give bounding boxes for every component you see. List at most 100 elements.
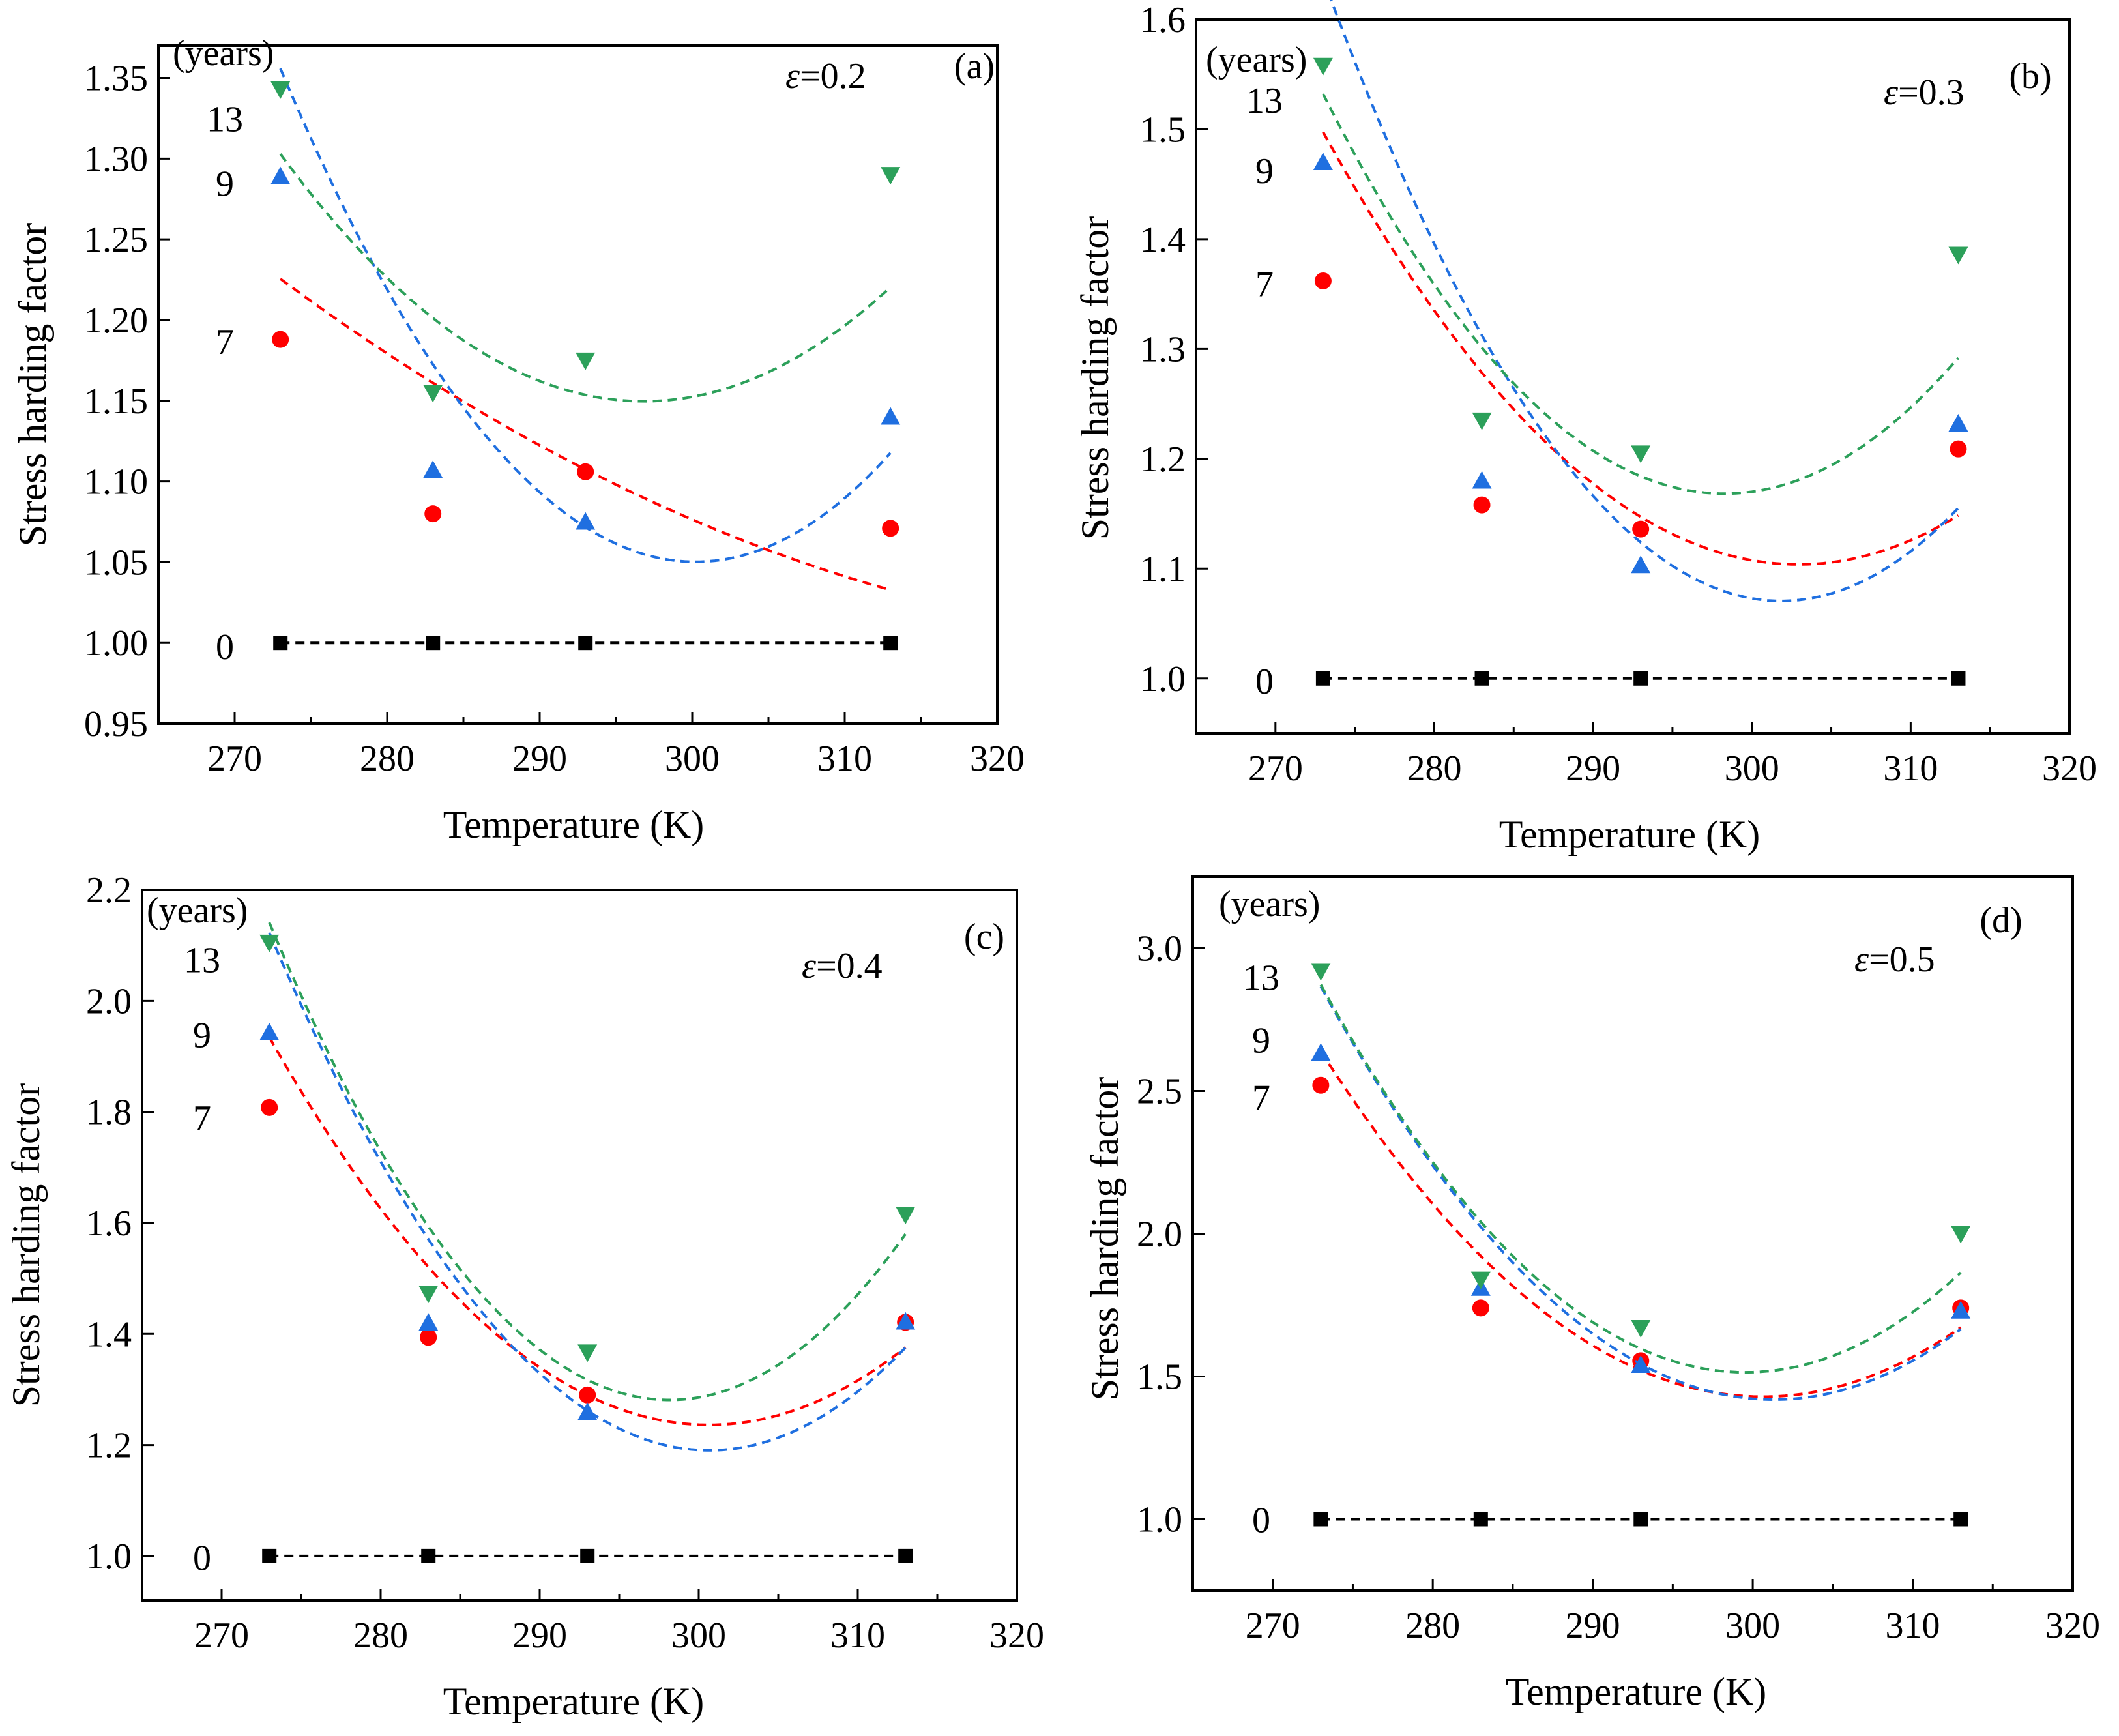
strain-symbol: ε xyxy=(1854,939,1869,980)
y-tick-label: 1.2 xyxy=(1140,439,1186,480)
data-point-13-2 xyxy=(577,1344,598,1362)
y-tick-label: 1.00 xyxy=(84,623,148,664)
series-label-7: 7 xyxy=(1255,264,1274,304)
x-tick-label: 270 xyxy=(207,739,262,779)
y-axis-title: Stress harding factor xyxy=(5,1083,48,1407)
data-point-9-2 xyxy=(577,1402,598,1420)
legend-title: (years) xyxy=(1206,40,1307,80)
x-tick-label: 300 xyxy=(671,1615,726,1656)
data-point-9-0 xyxy=(259,1022,280,1040)
legend-title: (years) xyxy=(1219,884,1320,924)
data-point-13-2 xyxy=(1631,445,1651,463)
strain-annotation: ε=0.5 xyxy=(1854,939,1935,980)
data-point-7-1 xyxy=(420,1329,437,1346)
data-point-0-3 xyxy=(1953,1512,1968,1527)
data-point-13-3 xyxy=(881,167,901,185)
fit-curve-7 xyxy=(1319,1050,1962,1398)
y-tick-label: 2.0 xyxy=(86,981,132,1022)
legend-title: (years) xyxy=(147,890,248,931)
y-tick-label: 1.4 xyxy=(1140,220,1186,260)
strain-value: =0.2 xyxy=(800,56,866,96)
series-label-7: 7 xyxy=(193,1098,211,1139)
data-point-7-0 xyxy=(1312,1076,1330,1094)
data-point-9-2 xyxy=(576,512,596,530)
data-point-0-1 xyxy=(421,1548,436,1563)
strain-symbol: ε xyxy=(802,946,817,986)
data-point-13-1 xyxy=(423,385,443,403)
x-axis-title: Temperature (K) xyxy=(1506,1670,1767,1713)
y-tick-label: 1.0 xyxy=(1140,659,1186,699)
x-tick-label: 310 xyxy=(817,739,872,779)
data-point-13-2 xyxy=(576,352,596,370)
panel-tag: (d) xyxy=(1980,900,2022,941)
data-point-9-3 xyxy=(896,1312,916,1330)
x-tick-label: 300 xyxy=(665,739,720,779)
fit-curve-7 xyxy=(280,278,891,591)
y-tick-label: 1.5 xyxy=(1137,1357,1182,1398)
x-tick-label: 300 xyxy=(1725,1606,1780,1646)
strain-annotation: ε=0.4 xyxy=(802,946,883,986)
panel-tag: (a) xyxy=(954,46,995,87)
strain-annotation: ε=0.3 xyxy=(1884,72,1965,113)
data-point-9-2 xyxy=(1631,1355,1651,1373)
x-tick-label: 320 xyxy=(2042,748,2097,789)
plot-frame xyxy=(1191,875,2074,1592)
data-point-13-1 xyxy=(1472,412,1492,430)
x-tick-label: 290 xyxy=(1566,748,1620,789)
data-point-0-2 xyxy=(578,636,593,651)
strain-symbol: ε xyxy=(785,56,800,96)
x-tick-label: 310 xyxy=(830,1615,885,1656)
series-label-9: 9 xyxy=(193,1015,211,1055)
x-tick-label: 320 xyxy=(989,1615,1044,1656)
data-point-13-0 xyxy=(1313,57,1333,76)
series-label-7: 7 xyxy=(1252,1078,1270,1118)
y-tick-label: 1.15 xyxy=(84,381,148,422)
data-point-0-2 xyxy=(1633,671,1648,686)
data-point-0-0 xyxy=(273,636,288,651)
data-point-7-2 xyxy=(579,1386,596,1404)
y-tick-label: 1.5 xyxy=(1140,110,1186,150)
y-tick-label: 1.05 xyxy=(84,542,148,583)
x-tick-label: 280 xyxy=(360,739,415,779)
y-tick-label: 0.95 xyxy=(84,704,148,744)
y-axis-title: Stress harding factor xyxy=(11,223,54,547)
y-tick-label: 1.0 xyxy=(86,1537,132,1577)
strain-value: =0.4 xyxy=(816,946,883,986)
data-point-0-1 xyxy=(426,636,441,651)
x-tick-label: 280 xyxy=(1405,1606,1460,1646)
series-label-13: 13 xyxy=(207,99,243,140)
data-point-7-3 xyxy=(882,520,899,537)
x-tick-label: 320 xyxy=(2045,1606,2100,1646)
panel-d: 270 280 290 300 310 320 1.0 1.5 2.0 2.5 3.0 Tempera… xyxy=(1083,875,2100,1713)
fit-curve-13 xyxy=(279,153,892,403)
data-point-9-1 xyxy=(1472,471,1492,489)
data-point-9-3 xyxy=(881,407,901,425)
y-tick-label: 1.0 xyxy=(1137,1500,1182,1540)
plot-frame xyxy=(157,44,999,725)
series-label-9: 9 xyxy=(216,164,234,204)
data-point-7-3 xyxy=(1950,440,1967,458)
legend-title: (years) xyxy=(173,33,274,74)
y-tick-label: 1.30 xyxy=(84,139,148,179)
y-axis-title: Stress harding factor xyxy=(1083,1077,1126,1401)
x-axis-title: Temperature (K) xyxy=(443,803,705,846)
strain-value: =0.3 xyxy=(1898,72,1965,113)
data-point-7-2 xyxy=(577,463,594,480)
x-tick-label: 320 xyxy=(970,739,1025,779)
data-point-0-0 xyxy=(1315,671,1330,686)
y-tick-label: 1.6 xyxy=(86,1203,132,1244)
series-label-13: 13 xyxy=(1246,81,1283,121)
data-point-13-0 xyxy=(1311,963,1331,981)
data-point-0-0 xyxy=(262,1548,277,1563)
fit-curve-7 xyxy=(268,1037,907,1426)
panel-tag: (c) xyxy=(964,917,1004,957)
data-point-7-2 xyxy=(1632,520,1650,538)
data-point-13-0 xyxy=(270,81,291,99)
y-tick-label: 1.35 xyxy=(84,59,148,99)
series-label-9: 9 xyxy=(1255,151,1274,192)
data-point-9-2 xyxy=(1631,555,1651,574)
data-point-0-3 xyxy=(898,1548,913,1563)
panel-b: 270 280 290 300 310 320 1.0 1.1 1.2 1.3 1.4 1.5 1.6 T… xyxy=(1074,0,2097,856)
series-label-0: 0 xyxy=(1255,662,1274,702)
